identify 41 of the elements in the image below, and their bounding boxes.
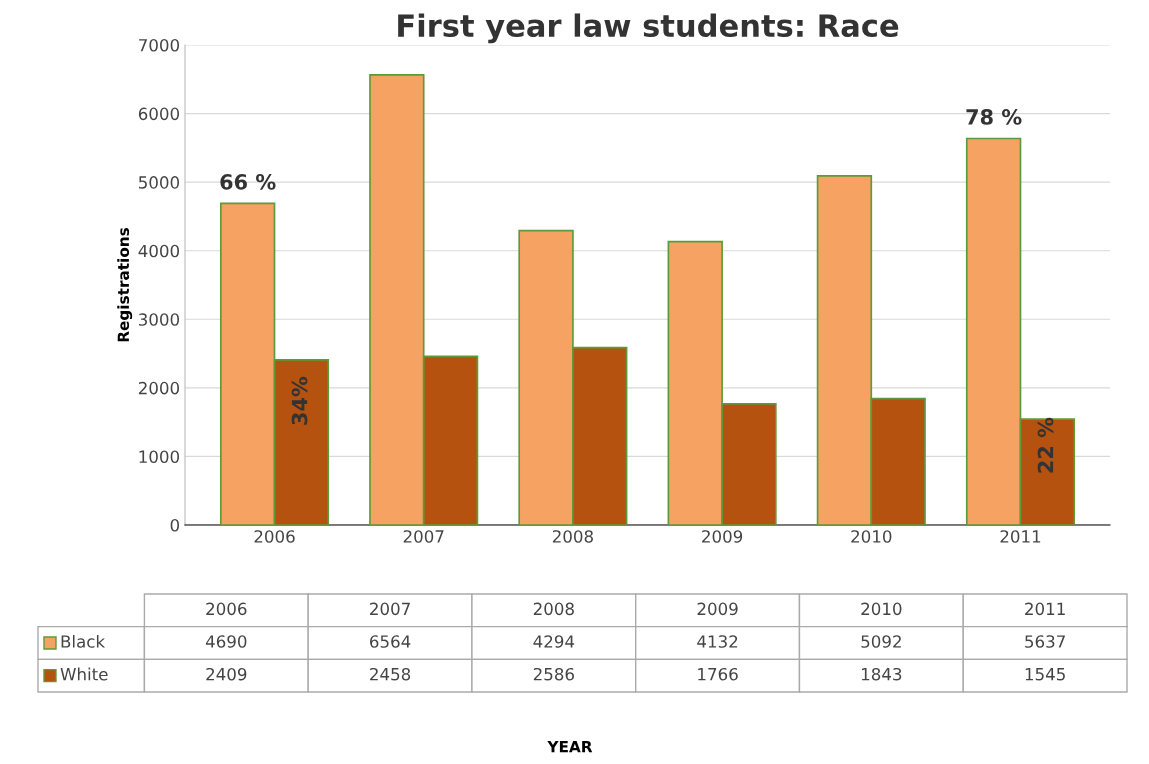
x-tick-label: 2007 <box>403 530 444 543</box>
y-tick-label: 1000 <box>139 450 180 463</box>
data-label: 4294 <box>533 635 575 648</box>
legend-label: White <box>60 667 108 681</box>
y-tick-label: 2000 <box>138 381 180 395</box>
category-label: 2006 <box>206 602 247 616</box>
y-axis-title: Registrations <box>117 227 133 342</box>
category-label: 2011 <box>1025 602 1065 616</box>
chart-title: First year law students: Race <box>398 13 899 44</box>
category-label: 2008 <box>533 602 574 616</box>
x-tick-label: 2006 <box>254 530 295 543</box>
y-tick-label: 0 <box>170 518 180 532</box>
annotation: 22 % <box>1037 417 1054 473</box>
annotation: 78 % <box>966 109 1022 125</box>
category-label: 2007 <box>370 602 410 616</box>
data-label: 4132 <box>697 635 738 648</box>
x-tick-label: 2010 <box>851 530 892 543</box>
data-label: 2409 <box>206 667 247 681</box>
x-tick-label: 2009 <box>702 530 743 543</box>
category-label: 2009 <box>697 602 738 616</box>
text: YEAR <box>547 741 593 753</box>
data-label: 1843 <box>861 667 902 681</box>
y-tick-label: 4000 <box>138 244 180 258</box>
data-label: 1545 <box>1025 668 1065 681</box>
annotation: 66 % <box>220 174 276 190</box>
x-tick-label: 2011 <box>1000 530 1041 543</box>
y-tick-label: 7000 <box>139 38 180 52</box>
data-label: 5092 <box>861 635 901 648</box>
legend-label: Black <box>61 634 106 648</box>
y-tick-label: 6000 <box>138 107 180 121</box>
x-tick-label: 2008 <box>552 530 593 543</box>
data-label: 4690 <box>205 635 247 648</box>
data-label: 1766 <box>698 667 738 681</box>
data-label: 6564 <box>370 635 411 648</box>
data-label: 2458 <box>370 667 411 681</box>
annotation: 34% <box>291 376 308 425</box>
data-label: 5637 <box>1025 635 1065 648</box>
data-label: 2586 <box>533 667 574 681</box>
category-label: 2010 <box>861 602 902 616</box>
y-tick-label: 3000 <box>138 313 180 326</box>
y-tick-label: 5000 <box>139 176 180 189</box>
